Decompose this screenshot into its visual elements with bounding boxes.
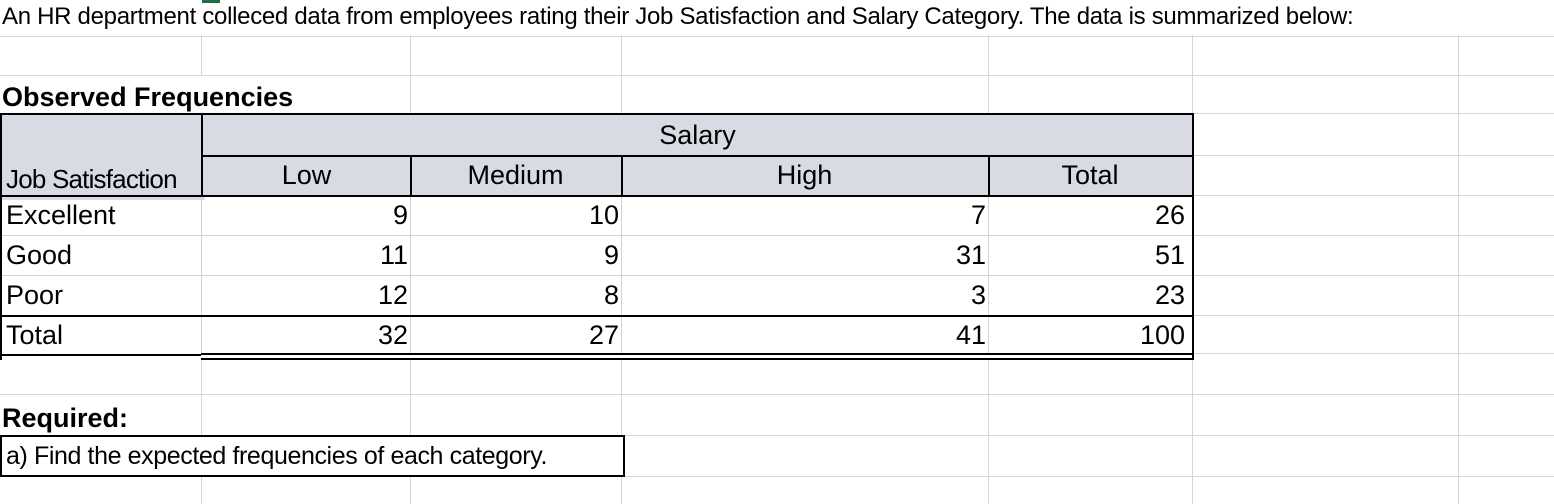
cell-value: 27 bbox=[588, 319, 619, 350]
table-gridline bbox=[0, 275, 1194, 276]
total-cell[interactable]: 41 bbox=[623, 315, 1024, 355]
cell-value: 9 bbox=[392, 199, 408, 230]
gridline-horizontal bbox=[0, 394, 1554, 395]
column-header-medium[interactable]: Medium bbox=[410, 155, 621, 195]
column-header-low[interactable]: Low bbox=[203, 155, 410, 195]
row-label-cell[interactable]: Poor bbox=[2, 275, 203, 315]
row-label-cell[interactable]: Excellent bbox=[2, 195, 203, 235]
total-cell[interactable]: 100 bbox=[990, 315, 1192, 355]
cell-value: 100 bbox=[1139, 319, 1185, 350]
row-label: Poor bbox=[6, 279, 64, 310]
gridline-horizontal bbox=[0, 435, 1554, 436]
cell-value: 10 bbox=[588, 199, 619, 230]
gridline-horizontal bbox=[0, 75, 1554, 76]
cell-value: 31 bbox=[955, 239, 986, 270]
header-divider-vertical bbox=[988, 155, 990, 195]
total-cell[interactable]: 27 bbox=[412, 315, 657, 355]
header-divider-vertical bbox=[621, 155, 623, 195]
corner-header-label: Job Satisfaction bbox=[6, 164, 178, 194]
column-header-label: Medium bbox=[467, 159, 564, 190]
table-border-right bbox=[1192, 113, 1194, 360]
header-border-bottom bbox=[0, 195, 1194, 197]
table-gridline bbox=[0, 235, 1194, 236]
row-label: Excellent bbox=[6, 199, 116, 230]
cell-value: 3 bbox=[970, 279, 986, 310]
header-border bbox=[201, 155, 1194, 157]
column-header-high[interactable]: High bbox=[621, 155, 988, 195]
total-row-label-cell[interactable]: Total bbox=[2, 315, 203, 355]
cell-value: 9 bbox=[603, 239, 619, 270]
table-bottom-border-single bbox=[0, 354, 201, 356]
data-cell[interactable]: 8 bbox=[412, 275, 657, 315]
gridline-vertical bbox=[1458, 0, 1459, 504]
intro-text-cell[interactable]: An HR department colleced data from empl… bbox=[2, 3, 1354, 30]
corner-header-cell[interactable]: Job Satisfaction bbox=[2, 115, 205, 200]
table-bottom-border-double-lower bbox=[201, 358, 1194, 360]
total-row-top-border bbox=[0, 315, 1194, 317]
data-cell[interactable]: 9 bbox=[412, 235, 657, 275]
cell-value: 8 bbox=[603, 279, 619, 310]
cell-value: 23 bbox=[1154, 279, 1185, 310]
observed-frequencies-table: Job Satisfaction Salary Low Medium High … bbox=[0, 113, 1194, 360]
cell-value: 11 bbox=[379, 239, 408, 270]
data-cell[interactable]: 12 bbox=[203, 275, 448, 315]
header-divider-vertical bbox=[410, 155, 412, 195]
selection-border-fragment bbox=[202, 0, 220, 3]
total-cell[interactable]: 32 bbox=[203, 315, 448, 355]
task-a-text: a) Find the expected frequencies of each… bbox=[6, 441, 547, 470]
row3-overflow-cover bbox=[0, 76, 280, 112]
row-label: Total bbox=[6, 319, 64, 350]
column-header-label: Total bbox=[1061, 159, 1119, 190]
column-header-total[interactable]: Total bbox=[988, 155, 1192, 195]
column-header-label: Low bbox=[281, 159, 332, 190]
required-label-cell[interactable]: Required: bbox=[2, 403, 129, 433]
task-a-cell[interactable]: a) Find the expected frequencies of each… bbox=[0, 435, 625, 477]
data-cell[interactable]: 7 bbox=[623, 195, 1024, 235]
data-cell[interactable]: 23 bbox=[990, 275, 1192, 315]
data-cell[interactable]: 10 bbox=[412, 195, 657, 235]
data-cell[interactable]: 31 bbox=[623, 235, 1024, 275]
group-header-label: Salary bbox=[659, 119, 736, 150]
row-label: Good bbox=[6, 239, 73, 270]
gridline-horizontal bbox=[0, 36, 1554, 37]
data-cell[interactable]: 3 bbox=[623, 275, 1024, 315]
header-divider-vertical bbox=[201, 115, 203, 195]
cell-value: 32 bbox=[377, 319, 408, 350]
row-label-cell[interactable]: Good bbox=[2, 235, 203, 275]
data-cell[interactable]: 51 bbox=[990, 235, 1192, 275]
cell-value: 41 bbox=[955, 319, 986, 350]
table-border-left bbox=[0, 113, 2, 360]
data-cell[interactable]: 26 bbox=[990, 195, 1192, 235]
cell-value: 12 bbox=[377, 279, 408, 310]
row1-overflow-cover bbox=[0, 0, 1554, 35]
table-bottom-border-double-upper bbox=[201, 353, 1194, 355]
cell-value: 51 bbox=[1154, 239, 1185, 270]
section-title-cell[interactable]: Observed Frequencies bbox=[2, 82, 294, 112]
table-border-top bbox=[0, 113, 1194, 115]
data-cell[interactable]: 11 bbox=[203, 235, 448, 275]
group-header-cell-salary[interactable]: Salary bbox=[203, 115, 1192, 155]
cell-value: 7 bbox=[970, 199, 986, 230]
cell-value: 26 bbox=[1154, 199, 1185, 230]
gridline-horizontal bbox=[0, 476, 1554, 477]
data-cell[interactable]: 9 bbox=[203, 195, 448, 235]
column-header-label: High bbox=[776, 159, 833, 190]
